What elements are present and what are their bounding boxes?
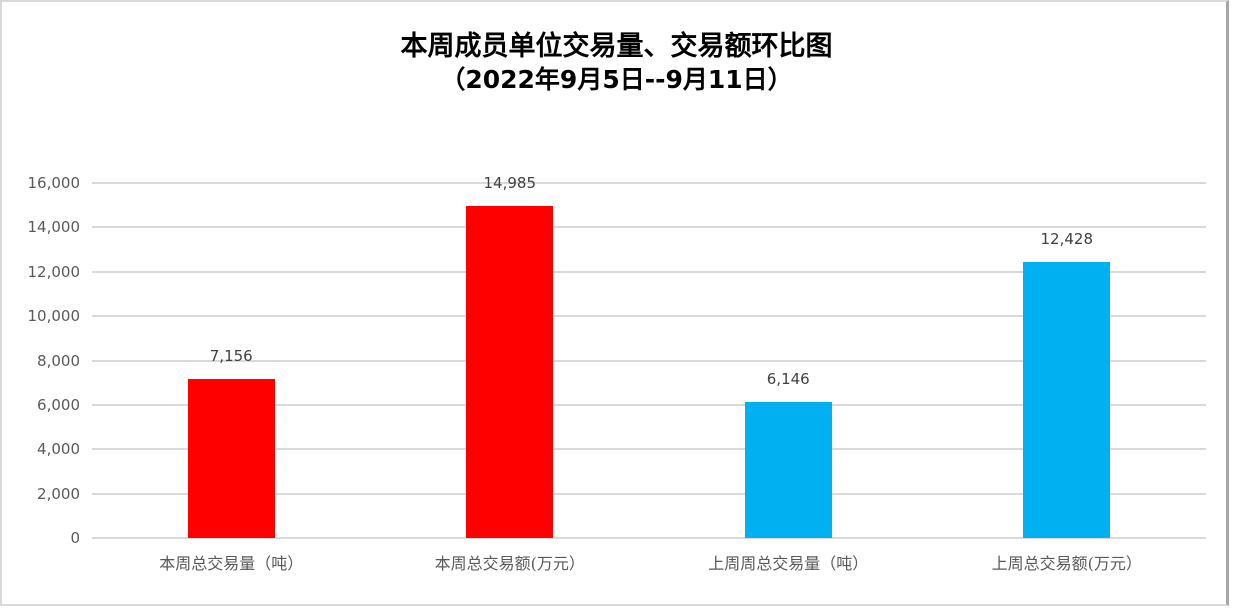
- bar[interactable]: [744, 401, 832, 538]
- bar[interactable]: [1023, 262, 1111, 538]
- y-tick-label: 6,000: [37, 395, 80, 414]
- x-category-label: 本周总交易额(万元）: [434, 554, 585, 573]
- y-tick-label: 10,000: [27, 307, 81, 326]
- data-label: 12,428: [1040, 230, 1094, 249]
- y-tick-label: 12,000: [27, 262, 81, 281]
- gridline: [92, 315, 1206, 318]
- gridline: [92, 359, 1206, 362]
- gridline: [92, 226, 1206, 229]
- x-category-label: 本周总交易量（吨）: [159, 554, 304, 573]
- data-label: 14,985: [483, 173, 537, 192]
- y-tick-label: 14,000: [27, 218, 81, 237]
- x-category-label: 上周周总交易量（吨）: [708, 554, 869, 573]
- data-label: 6,146: [766, 369, 810, 388]
- y-tick-label: 0: [70, 529, 80, 547]
- y-tick-label: 2,000: [37, 484, 80, 503]
- plot-area: 7,156 14,985 6,146 12,428: [92, 174, 1206, 539]
- gridline: [92, 182, 1206, 184]
- chart-title: 本周成员单位交易量、交易额环比图: [400, 31, 833, 62]
- bar[interactable]: [466, 205, 554, 538]
- y-tick-label: 4,000: [37, 440, 80, 459]
- chart-subtitle: （2022年9月5日--9月11日）: [440, 65, 793, 94]
- gridline: [92, 537, 1206, 539]
- gridline: [92, 492, 1206, 495]
- gridline: [92, 403, 1206, 406]
- bar[interactable]: [187, 379, 275, 538]
- x-category-label: 上周总交易额(万元）: [991, 554, 1142, 573]
- y-tick-label: 16,000: [27, 174, 81, 192]
- gridline: [92, 270, 1206, 273]
- data-label: 7,156: [209, 347, 253, 366]
- gridline: [92, 448, 1206, 451]
- y-tick-label: 8,000: [37, 351, 80, 370]
